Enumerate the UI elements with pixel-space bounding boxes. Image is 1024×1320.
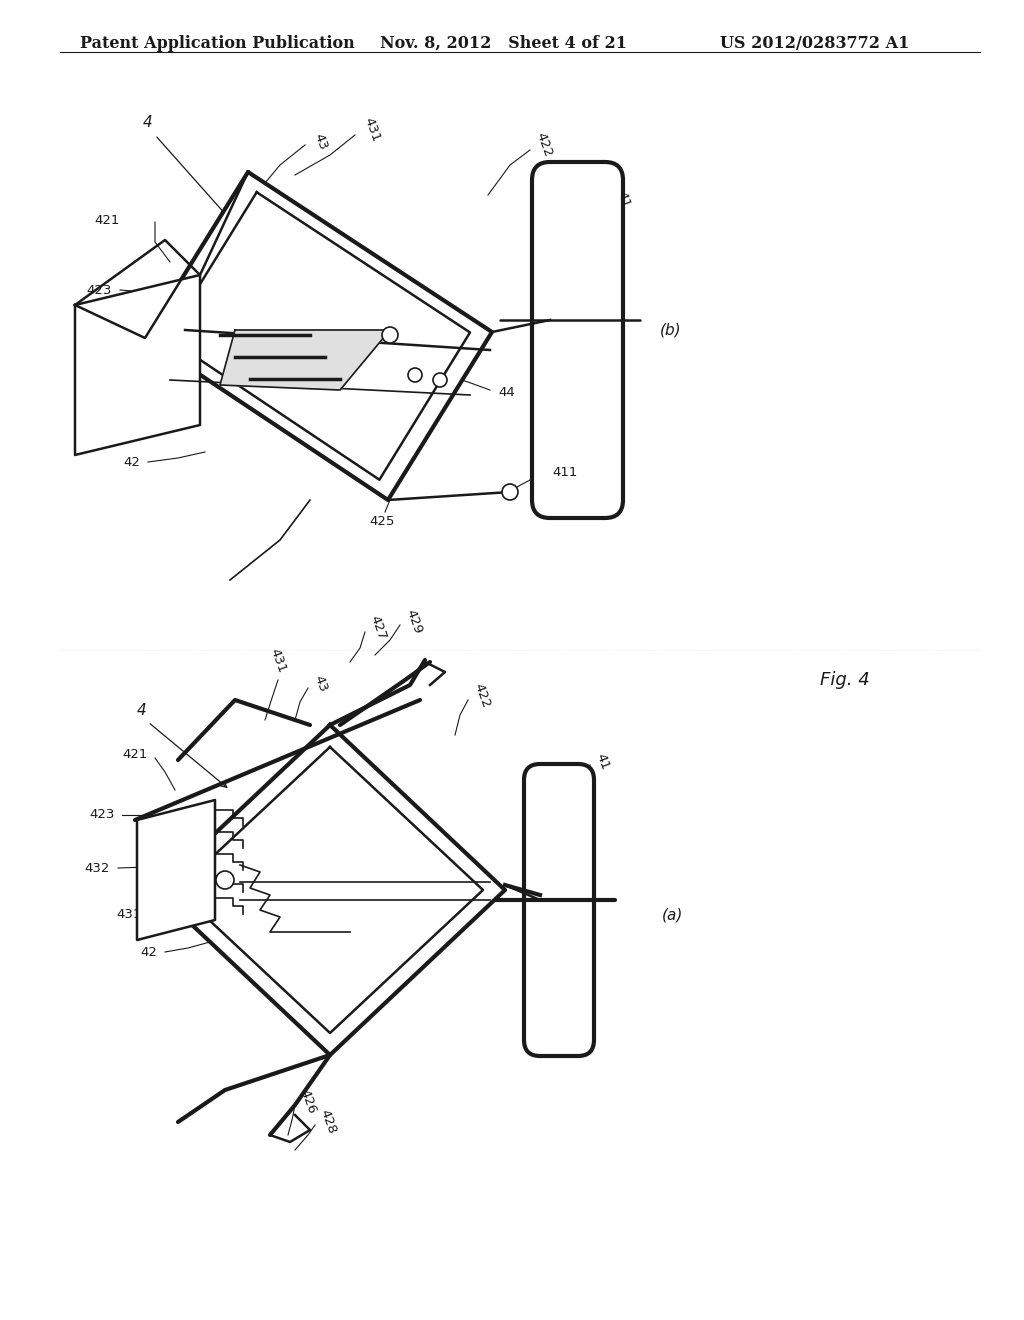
Circle shape bbox=[382, 327, 398, 343]
Text: 427: 427 bbox=[368, 614, 389, 642]
Text: Nov. 8, 2012   Sheet 4 of 21: Nov. 8, 2012 Sheet 4 of 21 bbox=[380, 36, 627, 51]
Text: 41: 41 bbox=[615, 190, 633, 210]
Polygon shape bbox=[75, 275, 200, 455]
Text: 431: 431 bbox=[267, 647, 289, 675]
Text: (a): (a) bbox=[662, 908, 683, 923]
Text: 423: 423 bbox=[87, 284, 112, 297]
Text: 431: 431 bbox=[117, 908, 142, 921]
Text: Patent Application Publication: Patent Application Publication bbox=[80, 36, 354, 51]
FancyBboxPatch shape bbox=[524, 764, 594, 1056]
Text: 421: 421 bbox=[94, 214, 120, 227]
Text: 42: 42 bbox=[123, 455, 140, 469]
Text: 428: 428 bbox=[318, 1107, 339, 1137]
Text: 431: 431 bbox=[362, 116, 383, 144]
Text: 425: 425 bbox=[370, 515, 394, 528]
Text: 4: 4 bbox=[143, 115, 153, 129]
Text: 422: 422 bbox=[534, 131, 555, 160]
Polygon shape bbox=[145, 172, 492, 500]
Text: 432: 432 bbox=[85, 862, 110, 874]
Polygon shape bbox=[137, 800, 215, 940]
Text: 42: 42 bbox=[140, 945, 157, 958]
Text: 411: 411 bbox=[552, 466, 578, 479]
Polygon shape bbox=[220, 330, 390, 389]
Text: (b): (b) bbox=[660, 322, 682, 338]
Text: 43: 43 bbox=[312, 673, 330, 694]
Text: 426: 426 bbox=[298, 1088, 318, 1117]
Text: 41: 41 bbox=[594, 752, 612, 772]
Circle shape bbox=[502, 484, 518, 500]
Text: 421: 421 bbox=[123, 748, 148, 762]
Text: 43: 43 bbox=[312, 132, 330, 152]
Text: 44: 44 bbox=[498, 385, 515, 399]
FancyBboxPatch shape bbox=[532, 162, 623, 517]
Circle shape bbox=[408, 368, 422, 381]
Text: 432: 432 bbox=[85, 416, 110, 429]
Text: Fig. 4: Fig. 4 bbox=[820, 671, 869, 689]
Text: US 2012/0283772 A1: US 2012/0283772 A1 bbox=[720, 36, 909, 51]
Circle shape bbox=[433, 374, 447, 387]
Text: 422: 422 bbox=[472, 682, 493, 710]
Text: 423: 423 bbox=[90, 808, 115, 821]
Text: 424: 424 bbox=[75, 348, 100, 362]
Text: 429: 429 bbox=[404, 609, 425, 636]
Polygon shape bbox=[155, 725, 505, 1055]
Circle shape bbox=[216, 871, 234, 888]
Text: 4: 4 bbox=[137, 704, 146, 718]
